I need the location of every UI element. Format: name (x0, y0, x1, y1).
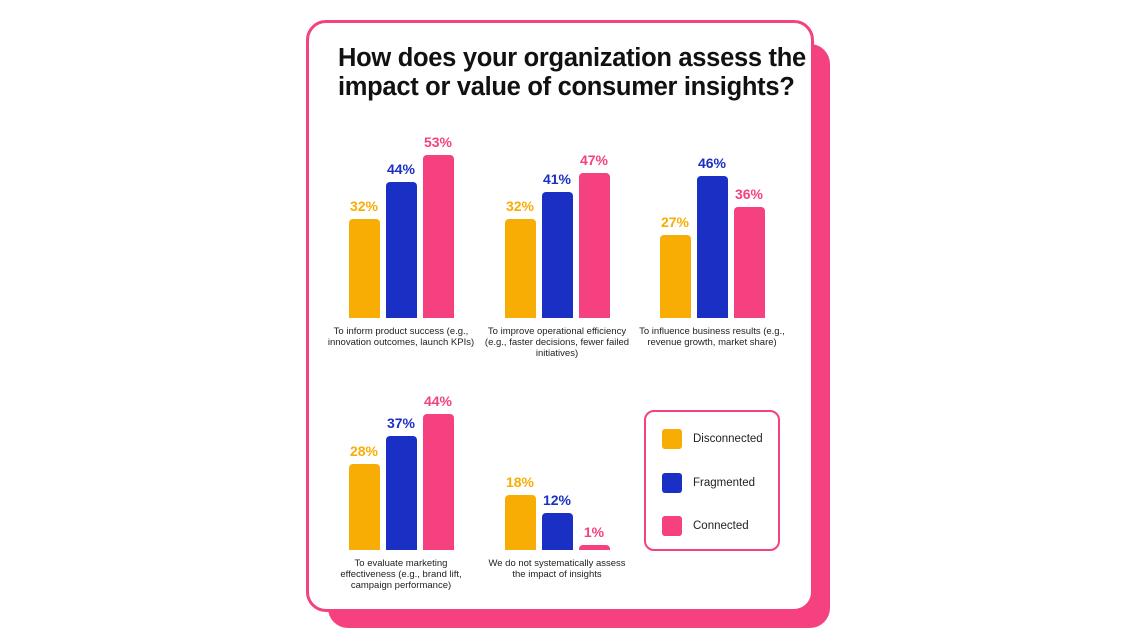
data-label: 47% (579, 152, 609, 169)
bar-connected (423, 414, 454, 550)
data-label: 1% (583, 524, 605, 540)
bar-fragmented (542, 513, 573, 550)
category-label: We do not systematically assess the impa… (488, 558, 626, 580)
data-label: 41% (542, 170, 572, 187)
bar-fragmented (542, 191, 573, 318)
category-label: To inform product success (e.g., innovat… (327, 326, 475, 348)
data-label: 37% (386, 415, 416, 432)
data-label: 32% (349, 198, 379, 215)
bar-fragmented (386, 436, 417, 550)
legend-item: Fragmented (662, 472, 755, 494)
bar-disconnected (349, 219, 380, 318)
bar-connected (579, 173, 610, 318)
legend: Disconnected Fragmented Connected (644, 410, 780, 551)
bar-fragmented (386, 182, 417, 318)
data-label: 46% (697, 155, 727, 172)
legend-label: Connected (693, 520, 749, 532)
legend-swatch (662, 472, 682, 493)
data-label: 32% (505, 198, 535, 215)
data-label: 53% (423, 133, 453, 150)
legend-item: Connected (662, 515, 749, 537)
bar-connected (579, 545, 610, 550)
bar-connected (734, 207, 765, 318)
bar-disconnected (505, 219, 536, 318)
category-label: To evaluate marketing effectiveness (e.g… (340, 558, 462, 591)
data-label: 18% (505, 473, 535, 490)
bar-fragmented (697, 176, 728, 318)
legend-label: Disconnected (693, 433, 763, 445)
legend-swatch (662, 429, 682, 449)
chart-title: How does your organization assess the im… (338, 44, 806, 101)
legend-item: Disconnected (662, 428, 763, 450)
data-label: 44% (423, 393, 453, 410)
data-label: 44% (386, 161, 416, 178)
category-label: To influence business results (e.g., rev… (639, 326, 785, 348)
bar-disconnected (660, 234, 691, 318)
bar-connected (423, 154, 454, 318)
data-label: 36% (734, 186, 764, 203)
data-label: 27% (660, 213, 690, 230)
legend-swatch (662, 516, 682, 536)
data-label: 28% (349, 442, 379, 459)
bar-disconnected (349, 463, 380, 550)
bar-disconnected (505, 494, 536, 550)
legend-label: Fragmented (693, 476, 756, 489)
data-label: 12% (542, 492, 572, 509)
category-label: To improve operational efficiency (e.g.,… (484, 326, 630, 359)
